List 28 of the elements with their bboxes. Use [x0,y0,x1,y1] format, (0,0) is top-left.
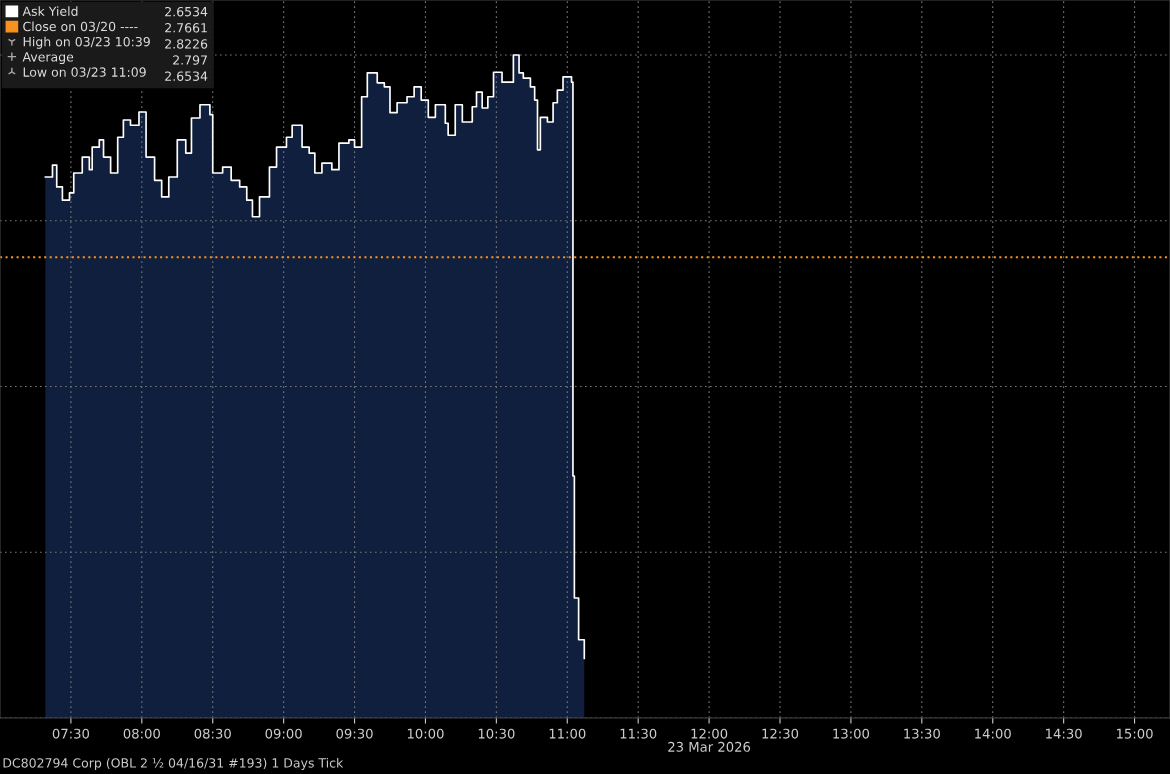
text: 2.7661 [165,23,207,33]
x-tick-label: 15:00 [1116,728,1153,739]
x-tick-label: 10:00 [407,728,444,739]
text: 2.6534 [165,6,208,17]
annotation: 2.6534 [165,71,208,81]
text: High on 03/23 10:39 [23,36,150,49]
x-tick-label: 11:00 [549,728,586,739]
x-tick-label: 14:30 [1046,728,1082,739]
x-tick-label: 08:00 [123,728,160,739]
legend-label: Ask Yield [22,6,78,16]
x-tick-label: 09:30 [336,728,373,739]
text: DC802794 Corp (OBL 2 ½ 04/16/31 #193) 1 Days Tick [3,757,344,771]
annotation: Average [22,52,74,65]
x-tick-label: 07:30 [52,728,90,739]
x-tick-label: 10:30 [478,728,515,739]
x-tick-label: 12:30 [762,728,799,739]
x-tick-label: 13:30 [904,728,940,739]
x-tick-label: 08:30 [194,728,231,739]
annotation: Low on 03/23 11:09 [23,67,146,78]
x-tick-label: 13:00 [833,728,870,739]
legend-label: Close on 03/20 ---- [23,21,138,33]
annotation: 2.797 [173,55,207,65]
x-tick-label: 11:30 [620,728,657,739]
x-tick-label: 09:00 [265,728,302,739]
text: 2.8226 [165,39,208,49]
text: 23 Mar 2026 [668,741,751,752]
x-tick-label: 14:00 [975,728,1011,739]
x-tick-label: 12:00 [691,728,728,739]
